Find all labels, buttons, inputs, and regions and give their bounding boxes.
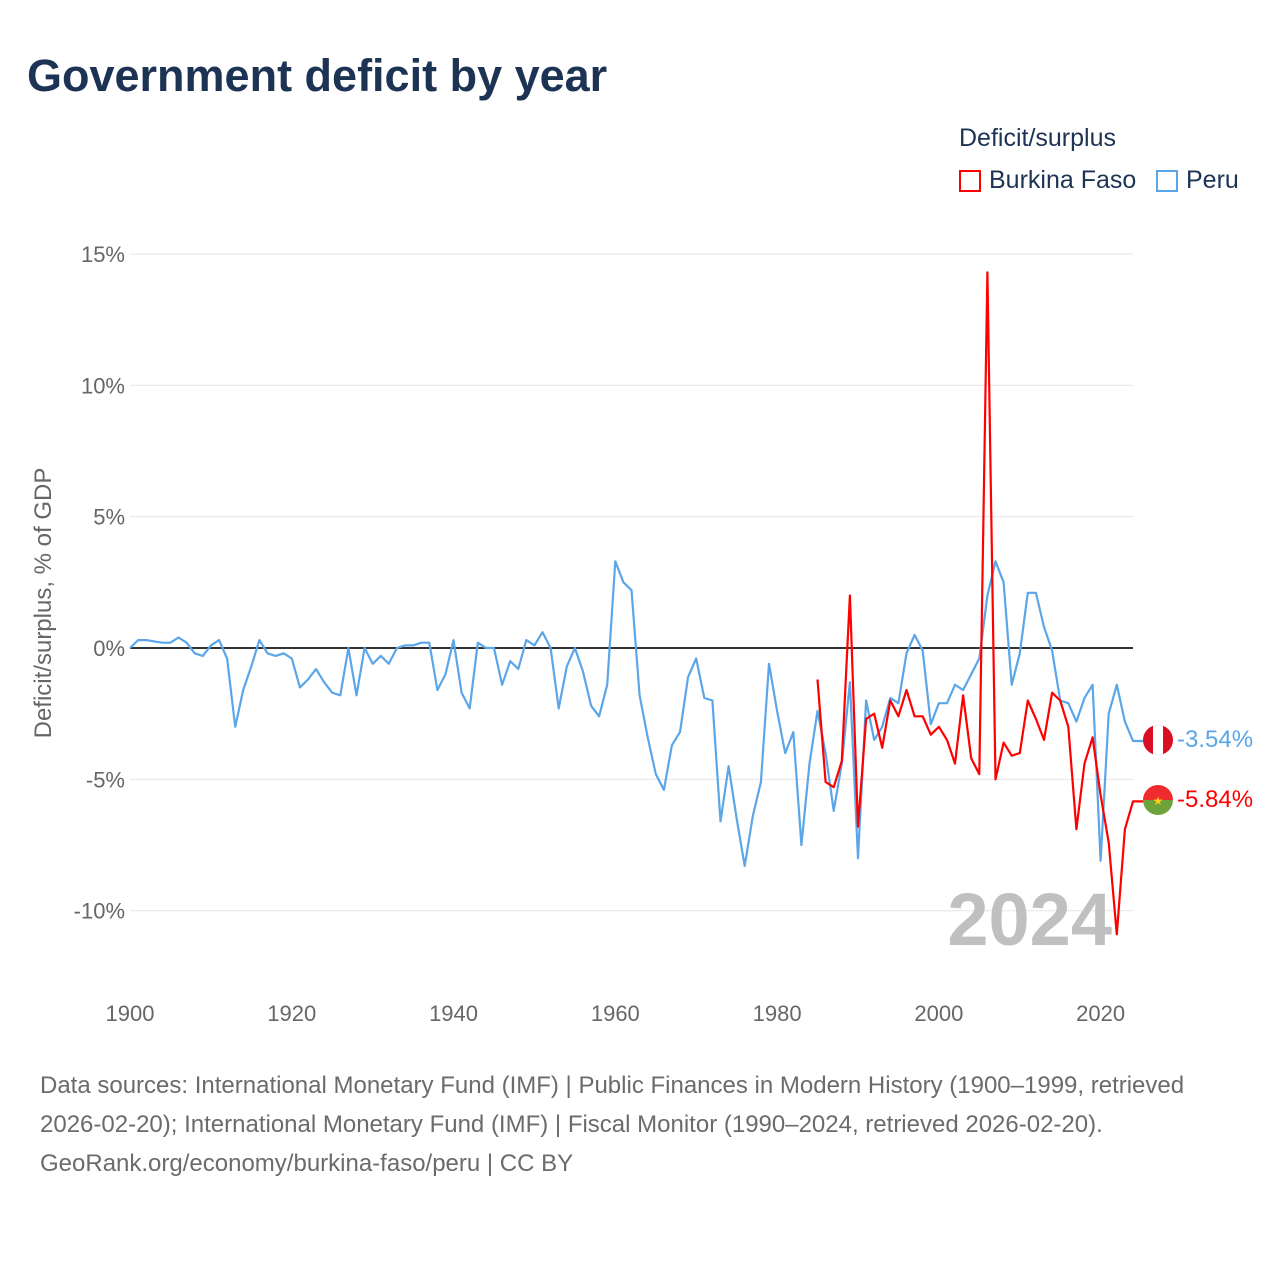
burkina-faso-end-label: -5.84% [1177,786,1253,813]
x-tick-label: 2020 [1076,1001,1125,1026]
peru-flag-icon [1143,725,1173,755]
burkina-faso-flag-icon: ★ [1143,785,1173,815]
footer: Data sources: International Monetary Fun… [40,1066,1240,1183]
source-link[interactable]: GeoRank.org/economy/burkina-faso/peru | … [40,1150,574,1177]
legend-title: Deficit/surplus [959,124,1116,152]
y-axis-label: Deficit/surplus, % of GDP [30,468,57,739]
x-tick-label: 1940 [429,1001,478,1026]
legend-label: Peru [1186,166,1239,194]
y-tick-label: -5% [86,767,125,792]
series-line-burkina-faso [816,271,1150,936]
year-watermark: 2024 [947,878,1112,961]
legend-label: Burkina Faso [989,166,1137,194]
series-line-peru [129,560,1150,868]
x-tick-label: 1960 [591,1001,640,1026]
x-tick-label: 1920 [267,1001,316,1026]
data-sources: Data sources: International Monetary Fun… [40,1072,1185,1138]
peru-end-label: -3.54% [1177,726,1253,753]
y-tick-label: 5% [93,505,125,530]
legend-swatch [959,169,981,192]
chart-area: 15% 10% 5% 0% -5% -10% 1900 1920 1940 1960 1980 200… [30,242,1253,1026]
y-tick-label: 15% [81,242,125,267]
legend-swatch [1156,169,1178,192]
x-tick-label: 1980 [753,1001,802,1026]
x-tick-label: 2000 [914,1001,963,1026]
chart-title: Government deficit by year [27,50,608,101]
svg-text:★: ★ [1153,794,1164,808]
y-tick-label: 0% [93,636,125,661]
y-tick-label: 10% [81,373,125,398]
x-tick-label: 1900 [106,1001,155,1026]
y-tick-label: -10% [74,899,125,924]
legend-item-peru[interactable]: Peru [1156,166,1239,195]
legend-item-burkina-faso[interactable]: Burkina Faso [959,166,1136,195]
